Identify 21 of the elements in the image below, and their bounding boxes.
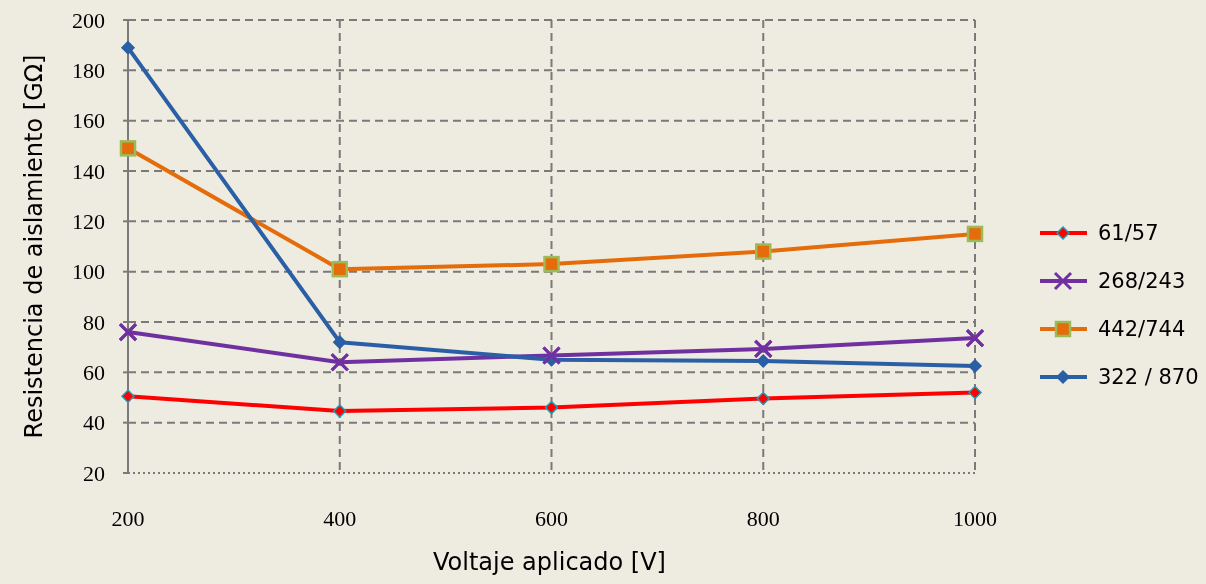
y-tick-label: 140: [72, 158, 105, 184]
y-tick-label: 100: [72, 259, 105, 285]
x-tick-label: 400: [323, 505, 357, 531]
y-tick-label: 180: [72, 57, 105, 83]
x-tick-label: 1000: [953, 505, 997, 531]
y-axis-title: Resistencia de aislamiento [GΩ]: [20, 54, 48, 439]
y-tick-label: 80: [83, 309, 105, 335]
x-tick-label: 600: [535, 505, 568, 531]
y-tick-label: 60: [83, 359, 105, 385]
legend-label: 61/57: [1098, 221, 1159, 245]
y-tick-label: 120: [72, 208, 105, 234]
x-tick-label: 200: [111, 505, 145, 531]
legend-label: 268/243: [1098, 269, 1186, 293]
x-axis-title: Voltaje aplicado [V]: [433, 548, 666, 576]
y-tick-label: 20: [83, 460, 105, 486]
y-tick-label: 40: [83, 410, 105, 436]
y-tick-label: 160: [72, 108, 105, 134]
legend-label: 322 / 870: [1098, 365, 1199, 389]
x-tick-label: 800: [746, 505, 780, 531]
y-tick-label: 200: [72, 7, 105, 33]
legend-label: 442/744: [1098, 317, 1186, 341]
